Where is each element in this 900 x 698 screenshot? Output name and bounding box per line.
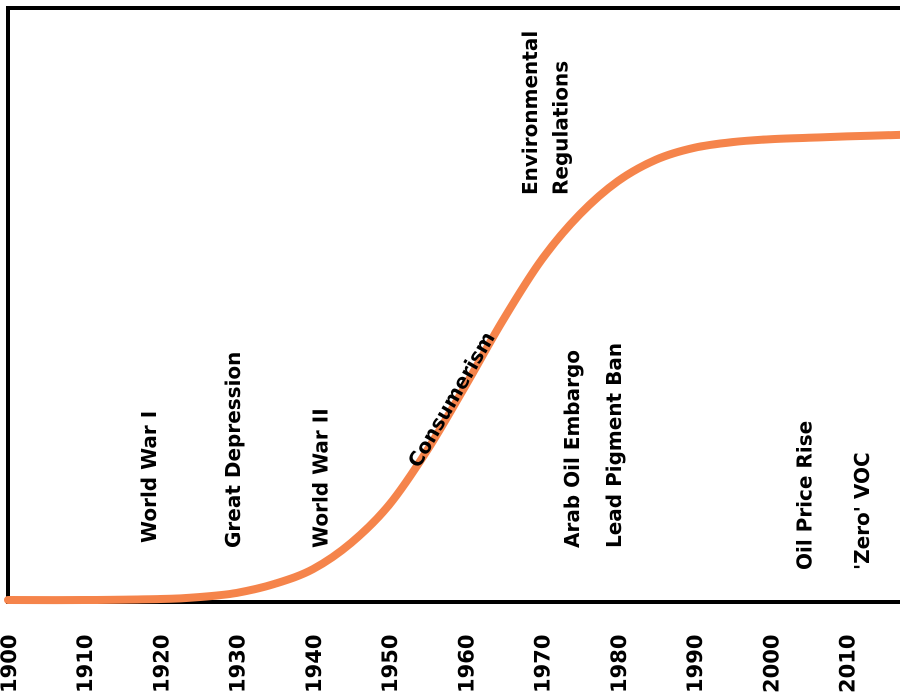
x-tick-label: 1980	[607, 635, 631, 693]
x-tick-label: 1910	[73, 635, 97, 693]
x-tick-labels: 1900 1910 1920 1930 1940 1950 1960 1970 1980 1990…	[0, 635, 860, 693]
annotation-oil-price: Oil Price Rise	[793, 421, 817, 570]
annotation-wwi: World War I	[137, 411, 161, 543]
annotation-arab-oil: Arab Oil Embargo	[560, 350, 584, 548]
x-tick-label: 1930	[226, 635, 250, 693]
annotation-zero-voc: 'Zero' VOC	[850, 452, 874, 570]
annotation-depression: Great Depression	[221, 352, 245, 548]
x-tick-label: 2010	[836, 635, 860, 693]
x-tick-label: 1920	[150, 635, 174, 693]
x-tick-label: 1970	[531, 635, 555, 693]
x-tick-label: 1900	[0, 635, 21, 693]
x-tick-label: 1950	[378, 635, 402, 693]
annotation-env-reg-2: Regulations	[549, 61, 573, 195]
x-tick-label: 2000	[759, 635, 783, 693]
annotation-env-reg-1: Environmental	[518, 31, 542, 195]
annotation-consumerism: Consumerism	[403, 327, 500, 471]
x-tick-label: 1960	[454, 635, 478, 693]
annotation-wwii: World War II	[309, 408, 333, 548]
x-tick-label: 1940	[302, 635, 326, 693]
annotation-lead-ban: Lead Pigment Ban	[602, 343, 626, 548]
x-tick-label: 1990	[683, 635, 707, 693]
series-line	[4, 130, 900, 605]
event-annotations: World War I Great Depression World War II C…	[137, 31, 874, 570]
